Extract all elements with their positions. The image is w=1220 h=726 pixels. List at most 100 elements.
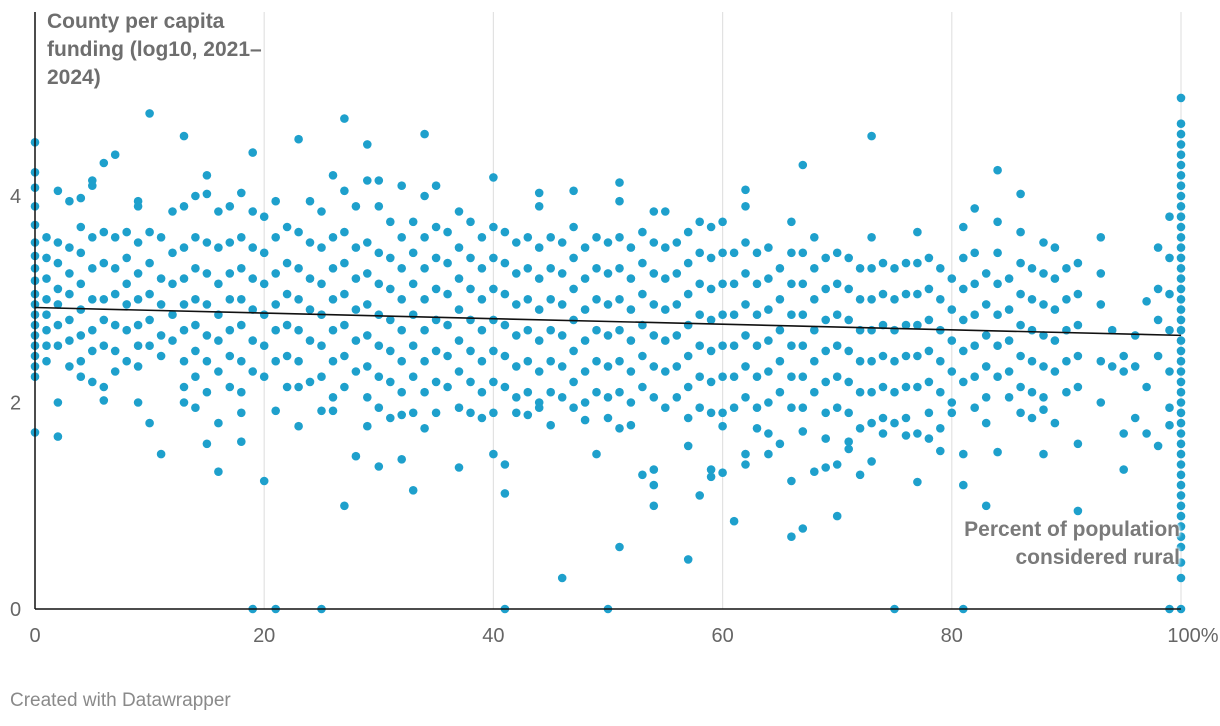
- data-point: [661, 336, 670, 345]
- data-point: [683, 289, 693, 299]
- data-point: [672, 393, 682, 402]
- data-point: [1176, 129, 1186, 139]
- data-point: [867, 295, 876, 304]
- data-point: [672, 300, 682, 309]
- data-point: [397, 410, 407, 420]
- data-point: [408, 372, 418, 382]
- data-point: [764, 367, 773, 376]
- data-point: [798, 341, 808, 351]
- data-point: [133, 362, 143, 371]
- data-point: [798, 372, 808, 382]
- data-point: [592, 356, 601, 366]
- x-tick-label: 100%: [1167, 625, 1218, 647]
- data-point: [1004, 336, 1014, 345]
- data-point: [718, 468, 727, 478]
- data-point: [638, 289, 647, 299]
- data-point: [821, 315, 830, 325]
- data-point: [1004, 367, 1014, 376]
- data-point: [1073, 320, 1083, 330]
- data-point: [179, 382, 189, 392]
- data-point: [649, 393, 659, 402]
- data-point: [718, 310, 727, 320]
- data-point: [454, 403, 464, 413]
- trend-line: [34, 306, 1182, 337]
- data-point: [386, 346, 395, 356]
- data-point: [615, 542, 624, 552]
- data-point: [317, 341, 326, 351]
- data-point: [741, 185, 750, 195]
- data-point: [282, 289, 292, 299]
- data-point: [1176, 336, 1186, 345]
- data-point: [1027, 356, 1037, 366]
- data-point: [752, 279, 762, 289]
- data-point: [741, 269, 750, 278]
- data-point: [1004, 393, 1014, 402]
- data-point: [1176, 387, 1186, 397]
- data-point: [477, 356, 487, 366]
- data-point: [638, 258, 647, 268]
- data-point: [1096, 269, 1106, 278]
- data-point: [363, 362, 372, 371]
- data-point: [431, 284, 441, 294]
- data-point: [237, 233, 246, 242]
- data-point: [1176, 460, 1186, 469]
- data-point: [156, 449, 166, 459]
- data-point: [65, 362, 74, 371]
- data-point: [317, 243, 326, 252]
- data-point: [53, 284, 63, 294]
- data-point: [271, 300, 281, 309]
- data-point: [1176, 160, 1186, 170]
- data-point: [546, 420, 555, 430]
- data-point: [1016, 351, 1025, 361]
- data-point: [294, 356, 303, 366]
- data-point: [133, 269, 143, 278]
- data-point: [947, 408, 957, 418]
- data-point: [775, 439, 785, 449]
- data-point: [110, 346, 120, 356]
- data-point: [706, 222, 716, 232]
- data-point: [99, 315, 109, 325]
- data-point: [202, 171, 212, 180]
- data-point: [248, 148, 257, 157]
- data-point: [466, 315, 475, 325]
- data-point: [489, 377, 498, 387]
- data-point: [248, 274, 257, 283]
- data-point: [76, 331, 86, 340]
- data-point: [947, 305, 957, 314]
- data-point: [42, 253, 51, 263]
- data-point: [1107, 325, 1117, 335]
- data-point: [110, 320, 120, 330]
- data-point: [718, 341, 727, 351]
- data-point: [706, 346, 716, 356]
- data-point: [65, 336, 74, 345]
- data-point: [512, 269, 521, 278]
- data-point: [1176, 346, 1186, 356]
- data-point: [42, 356, 51, 366]
- data-point: [1130, 362, 1140, 371]
- x-axis-label: Percent of population considered rural: [964, 518, 1180, 569]
- data-point: [603, 393, 613, 402]
- data-point: [294, 264, 303, 273]
- data-point: [798, 248, 808, 258]
- data-point: [672, 269, 682, 278]
- data-point: [1004, 305, 1014, 314]
- data-point: [764, 398, 773, 407]
- data-point: [1039, 269, 1048, 278]
- data-point: [661, 243, 670, 252]
- data-point: [489, 449, 498, 459]
- data-point: [374, 202, 384, 211]
- data-point: [867, 387, 876, 397]
- data-point: [259, 476, 269, 486]
- data-point: [592, 325, 601, 335]
- data-point: [1039, 300, 1048, 309]
- data-points: [30, 93, 1186, 614]
- data-point: [580, 336, 590, 345]
- data-point: [477, 387, 487, 397]
- data-point: [1165, 367, 1174, 376]
- data-point: [638, 382, 647, 392]
- data-point: [408, 217, 418, 227]
- data-point: [615, 387, 624, 397]
- data-point: [1165, 253, 1174, 263]
- data-point: [466, 408, 475, 418]
- data-point: [477, 325, 487, 335]
